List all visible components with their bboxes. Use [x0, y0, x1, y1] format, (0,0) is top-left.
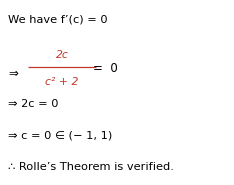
- Text: ∴ Rolle’s Theorem is verified.: ∴ Rolle’s Theorem is verified.: [8, 162, 174, 172]
- Text: ⇒: ⇒: [8, 66, 18, 80]
- Text: 2c: 2c: [55, 50, 68, 60]
- Text: =  0: = 0: [93, 63, 118, 75]
- Text: ⇒ c = 0 ∈ (− 1, 1): ⇒ c = 0 ∈ (− 1, 1): [8, 130, 112, 140]
- Text: We have f’(c) = 0: We have f’(c) = 0: [8, 15, 108, 25]
- Text: c² + 2: c² + 2: [45, 77, 79, 87]
- Text: ⇒ 2c = 0: ⇒ 2c = 0: [8, 99, 58, 109]
